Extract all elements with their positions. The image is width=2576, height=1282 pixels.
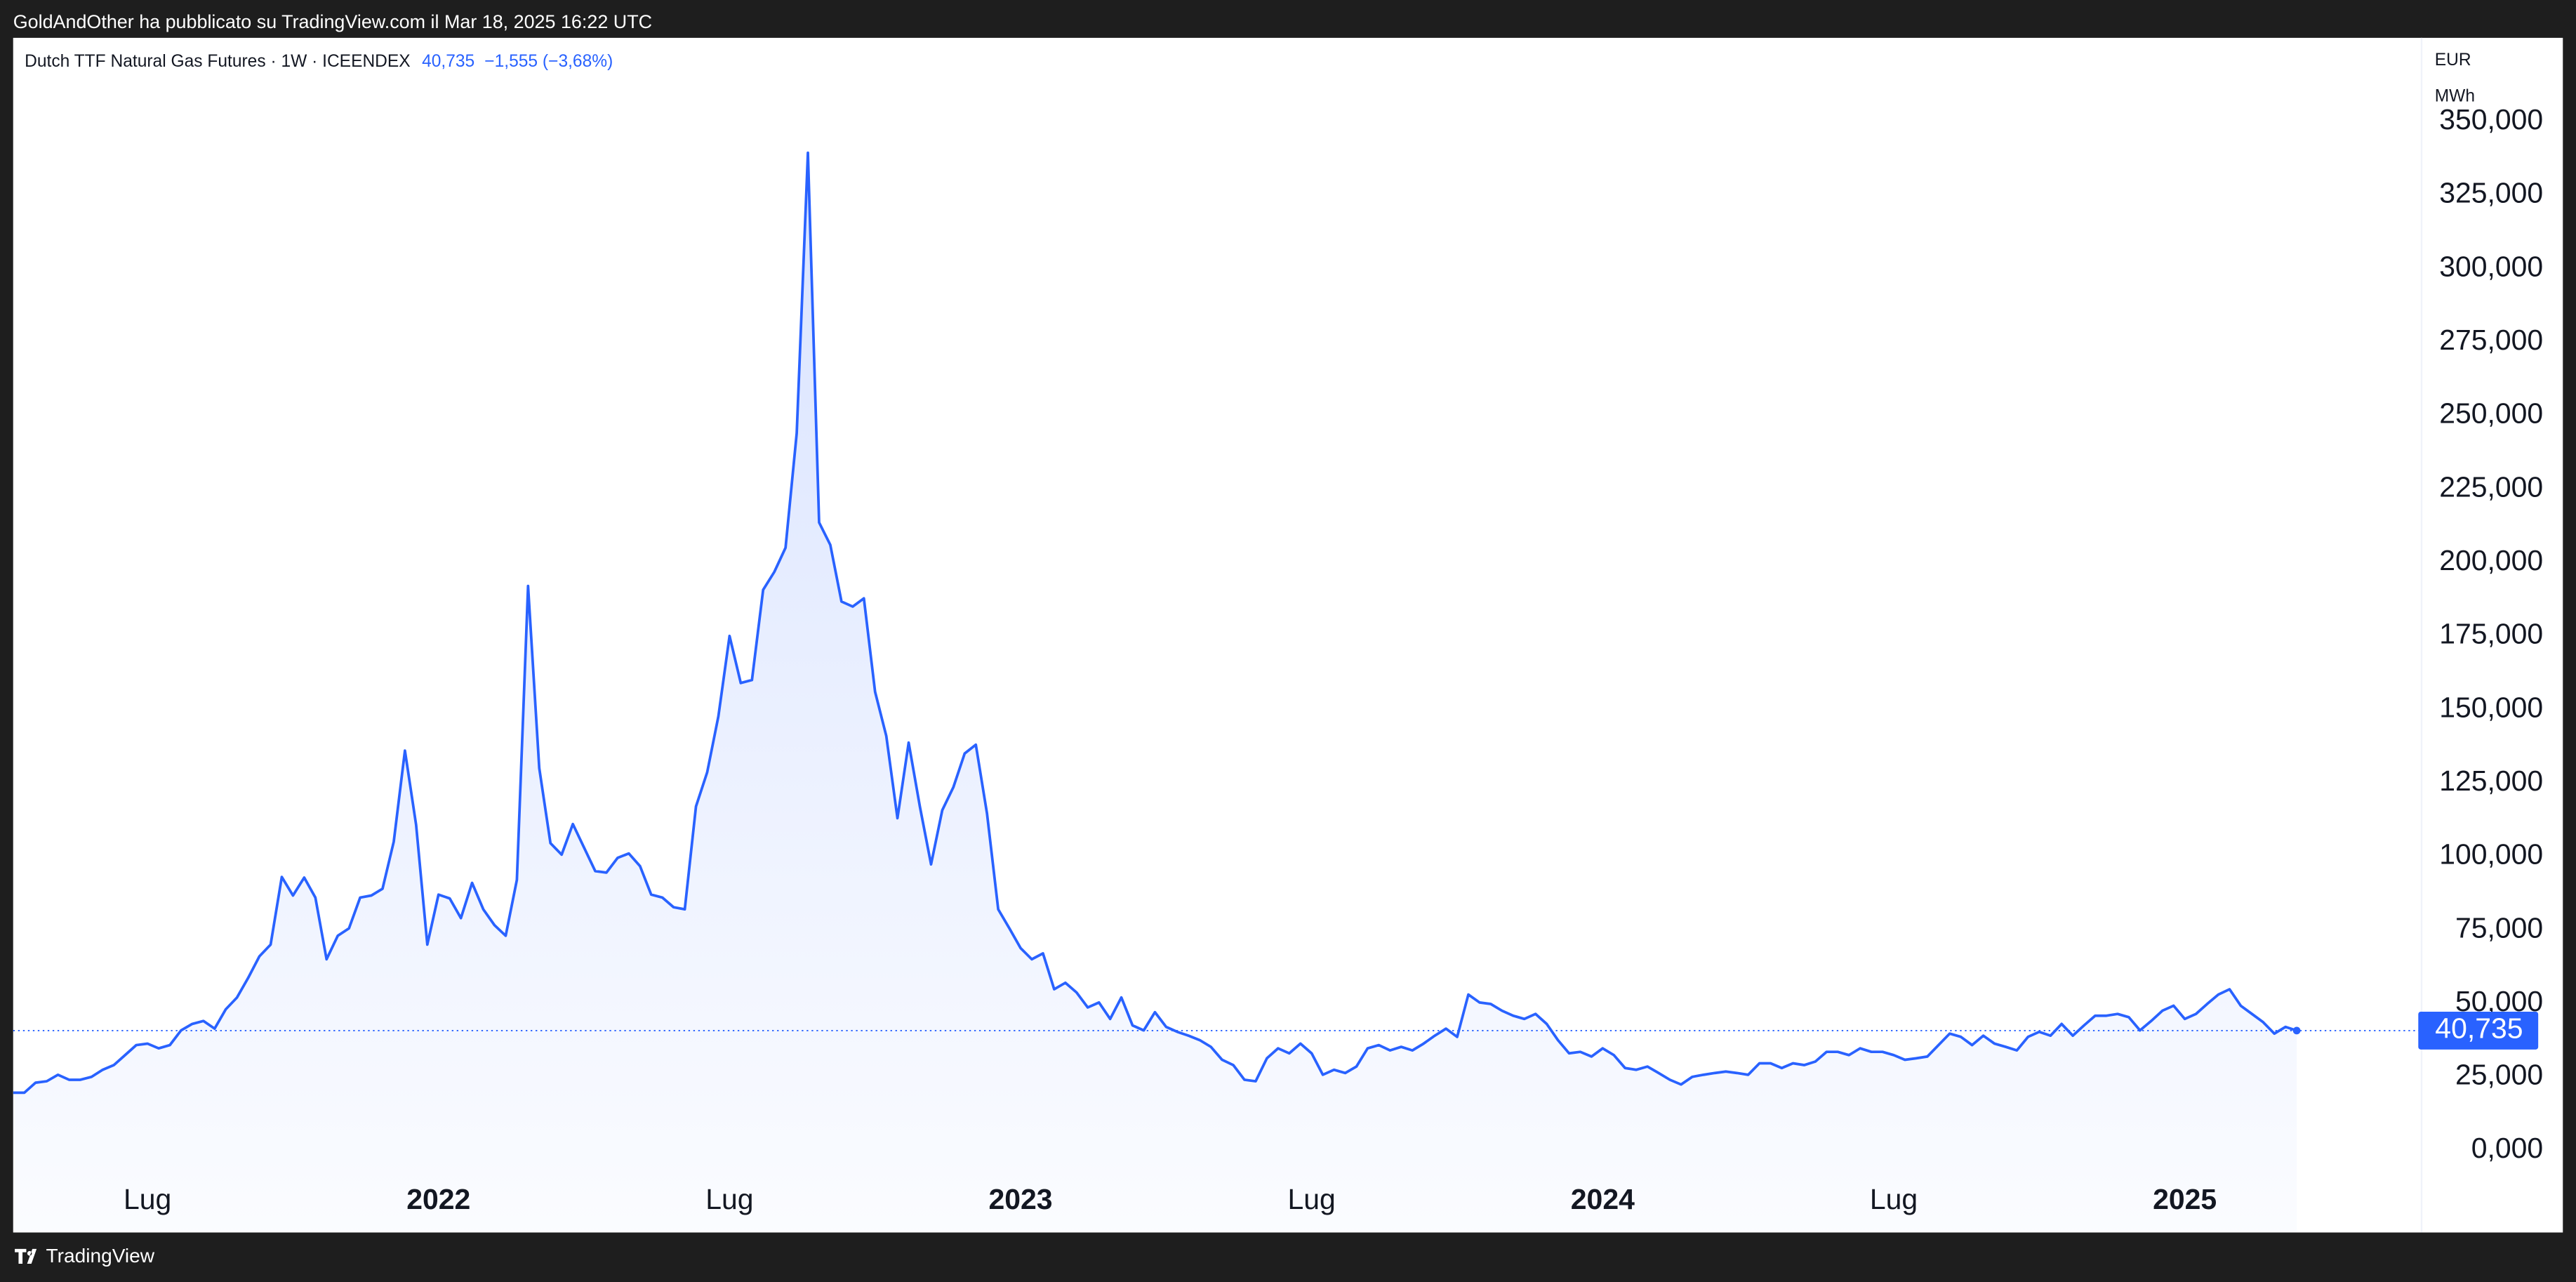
brand-logo: [15, 1248, 37, 1264]
last-price-label: 40,735: [2435, 1012, 2523, 1045]
brand: TradingView: [46, 1245, 155, 1267]
y-tick-label: 325,000: [2439, 177, 2543, 209]
y-tick-label: 0,000: [2471, 1132, 2543, 1164]
area: [13, 152, 2297, 1233]
x-tick-label: 2023: [989, 1183, 1053, 1215]
x-tick-label: Lug: [1870, 1183, 1918, 1215]
y-tick-label: 250,000: [2439, 397, 2543, 430]
chart-title: Dutch TTF Natural Gas Futures · 1W · ICE…: [25, 52, 411, 71]
y-tick-label: 225,000: [2439, 470, 2543, 503]
x-tick-label: 2022: [406, 1183, 470, 1215]
price: 40,735: [422, 52, 474, 71]
y-tick-label: 75,000: [2455, 911, 2543, 944]
y-tick-label: 175,000: [2439, 618, 2543, 650]
y-tick-label: 100,000: [2439, 838, 2543, 871]
chart-header: Dutch TTF Natural Gas Futures · 1W · ICE…: [25, 52, 613, 71]
x-tick-label: Lug: [124, 1183, 171, 1215]
currency: EUR: [2435, 51, 2471, 70]
y-tick-label: 350,000: [2439, 103, 2543, 136]
change: −1,555 (−3,68%): [484, 52, 613, 71]
attribution: GoldAndOther ha pubblicato su TradingVie…: [13, 11, 652, 32]
y-tick-label: 25,000: [2455, 1059, 2543, 1091]
y-tick-label: 150,000: [2439, 691, 2543, 723]
unit-box: [2424, 42, 2556, 115]
y-tick-label: 300,000: [2439, 250, 2543, 282]
y-tick-label: 200,000: [2439, 544, 2543, 576]
y-tick-label: 275,000: [2439, 324, 2543, 356]
x-tick-label: Lug: [1288, 1183, 1336, 1215]
plot-area: [13, 151, 2422, 1233]
x-tick-label: 2024: [1571, 1183, 1635, 1215]
x-tick-label: 2025: [2153, 1183, 2217, 1215]
price-line: [13, 151, 2297, 1095]
last-point: [2292, 1026, 2301, 1035]
y-tick-label: 125,000: [2439, 765, 2543, 797]
last-price-badge: [2418, 1011, 2539, 1050]
unit: MWh: [2435, 87, 2475, 106]
x-tick-label: Lug: [705, 1183, 753, 1215]
